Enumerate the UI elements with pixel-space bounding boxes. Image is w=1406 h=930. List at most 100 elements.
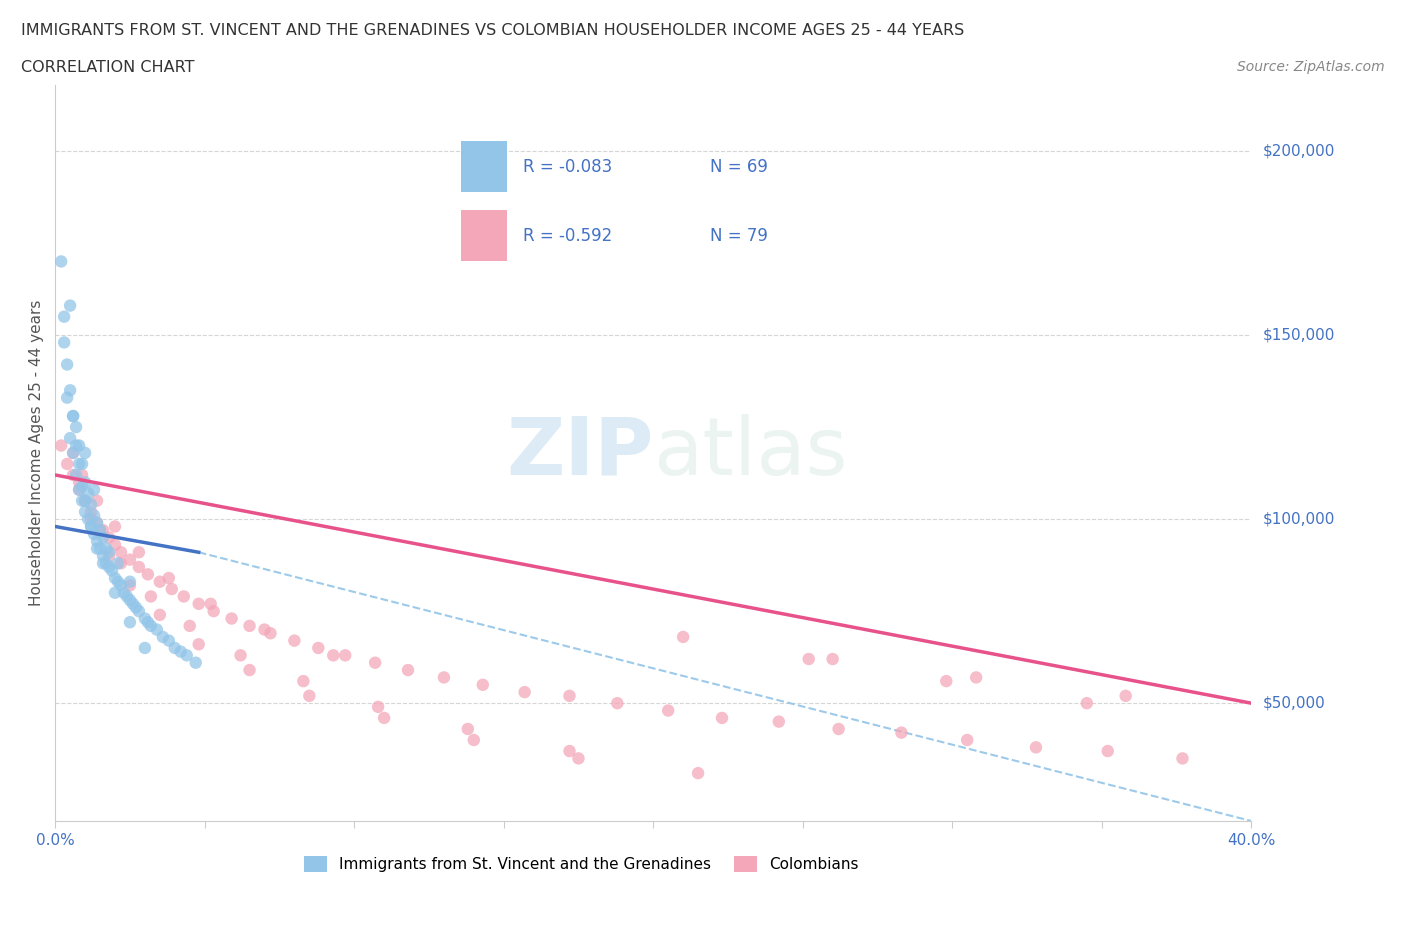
Point	[83, 508, 105, 523]
Point	[98, 549, 121, 564]
Point	[62, 468, 84, 483]
Point	[558, 744, 581, 759]
Point	[335, 648, 357, 663]
Text: atlas: atlas	[654, 414, 848, 492]
Point	[367, 699, 389, 714]
Point	[83, 526, 105, 541]
Point	[768, 714, 790, 729]
Point	[122, 596, 145, 611]
Point	[67, 483, 90, 498]
Point	[56, 357, 79, 372]
Point	[238, 618, 260, 633]
Point	[125, 600, 148, 615]
Point	[229, 648, 252, 663]
Point	[112, 585, 135, 600]
Point	[128, 560, 150, 575]
Point	[65, 419, 87, 434]
Point	[91, 556, 114, 571]
Point	[471, 677, 494, 692]
Point	[136, 567, 159, 582]
Point	[86, 541, 108, 556]
Point	[89, 523, 111, 538]
Point	[91, 523, 114, 538]
Point	[80, 519, 103, 534]
Point	[77, 512, 100, 526]
Point	[139, 618, 162, 633]
Point	[187, 637, 209, 652]
Point	[558, 688, 581, 703]
Point	[56, 391, 79, 405]
Point	[62, 445, 84, 460]
Point	[134, 641, 156, 656]
Point	[1171, 751, 1194, 765]
Point	[67, 438, 90, 453]
Point	[238, 662, 260, 677]
Point	[149, 574, 172, 589]
Point	[53, 335, 76, 350]
Point	[70, 457, 93, 472]
Point	[80, 497, 103, 512]
Point	[80, 519, 103, 534]
Point	[965, 670, 987, 684]
Point	[797, 652, 820, 667]
Point	[94, 541, 117, 556]
Point	[890, 725, 912, 740]
Point	[200, 596, 222, 611]
Point	[184, 656, 207, 671]
Text: $100,000: $100,000	[1263, 512, 1334, 526]
Point	[104, 585, 127, 600]
Point	[221, 611, 243, 626]
Point	[59, 383, 82, 398]
Point	[433, 670, 456, 684]
Point	[396, 662, 419, 677]
Point	[283, 633, 305, 648]
Point	[292, 673, 315, 688]
Point	[49, 254, 72, 269]
Point	[75, 475, 97, 490]
Point	[128, 545, 150, 560]
Point	[70, 468, 93, 483]
Point	[463, 733, 485, 748]
Point	[86, 493, 108, 508]
Text: $150,000: $150,000	[1263, 327, 1334, 342]
Text: $200,000: $200,000	[1263, 143, 1334, 158]
Point	[118, 578, 141, 592]
Point	[56, 457, 79, 472]
Point	[307, 641, 329, 656]
Point	[49, 438, 72, 453]
Point	[567, 751, 589, 765]
Point	[1115, 688, 1137, 703]
Point	[149, 607, 172, 622]
Point	[956, 733, 979, 748]
Point	[139, 589, 162, 604]
Point	[457, 722, 479, 737]
Point	[110, 545, 132, 560]
Point	[170, 644, 193, 659]
Point	[322, 648, 344, 663]
Point	[101, 564, 124, 578]
Legend: Immigrants from St. Vincent and the Grenadines, Colombians: Immigrants from St. Vincent and the Gren…	[297, 848, 866, 880]
Text: $50,000: $50,000	[1263, 696, 1324, 711]
Point	[62, 445, 84, 460]
Point	[98, 560, 121, 575]
Text: IMMIGRANTS FROM ST. VINCENT AND THE GRENADINES VS COLOMBIAN HOUSEHOLDER INCOME A: IMMIGRANTS FROM ST. VINCENT AND THE GREN…	[21, 23, 965, 38]
Point	[513, 684, 536, 699]
Point	[606, 696, 628, 711]
Point	[821, 652, 844, 667]
Point	[118, 574, 141, 589]
Point	[176, 648, 198, 663]
Point	[86, 515, 108, 530]
Point	[187, 596, 209, 611]
Point	[827, 722, 849, 737]
Point	[935, 673, 957, 688]
Point	[173, 589, 195, 604]
Point	[373, 711, 395, 725]
Point	[67, 475, 90, 490]
Point	[657, 703, 679, 718]
Point	[110, 556, 132, 571]
Point	[104, 538, 127, 552]
Point	[75, 504, 97, 519]
Point	[91, 549, 114, 564]
Point	[672, 630, 695, 644]
Point	[59, 431, 82, 445]
